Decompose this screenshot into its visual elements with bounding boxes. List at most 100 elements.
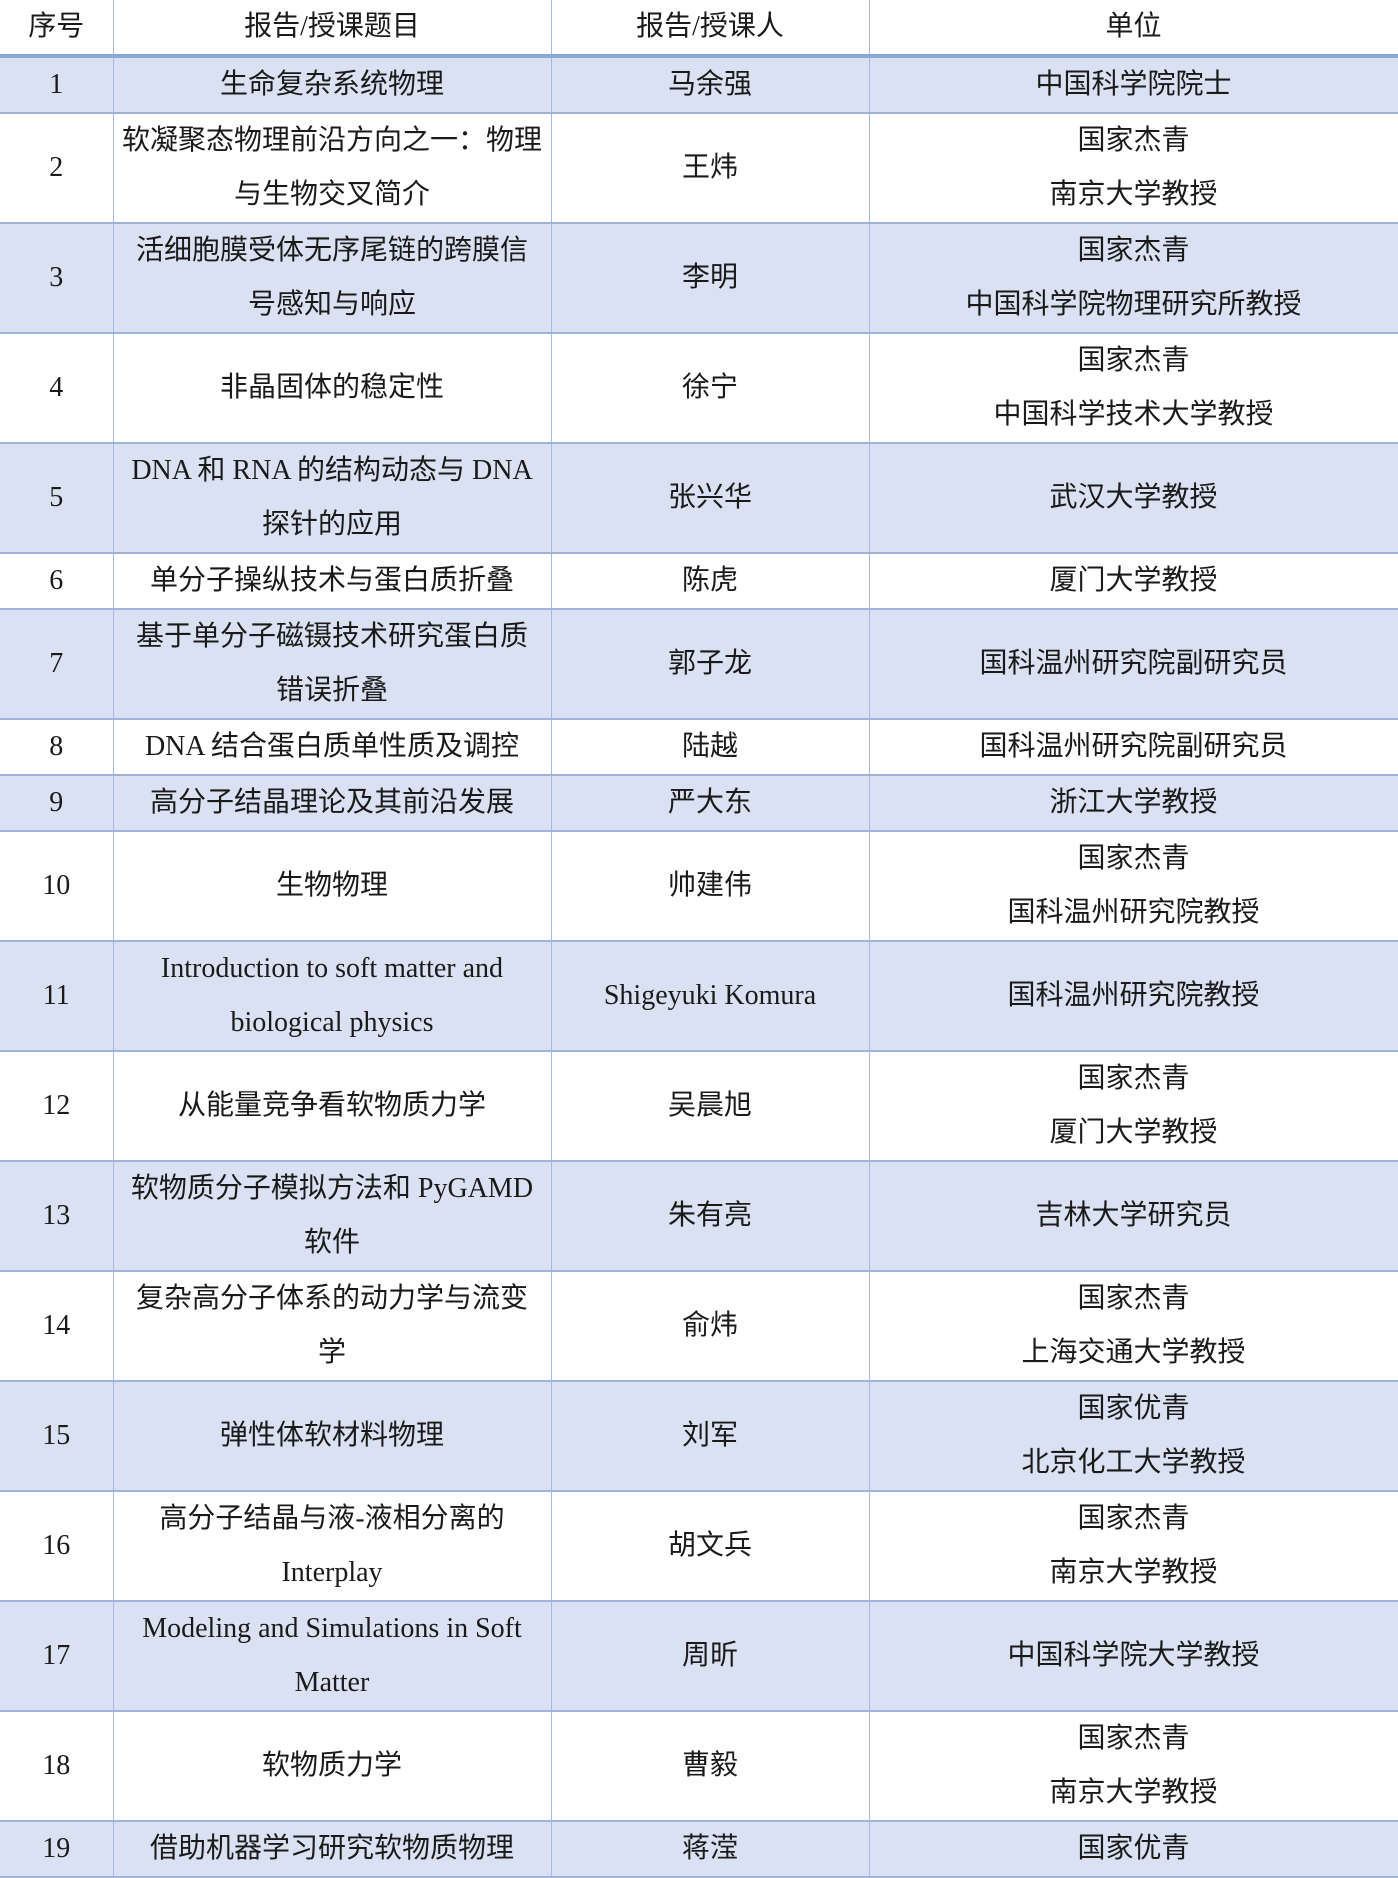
- cell-num: 13: [0, 1160, 113, 1272]
- cell-title: Introduction to soft matter and biologic…: [112, 940, 551, 1052]
- cell-speaker: 蒋滢: [550, 1820, 869, 1878]
- cell-title: 从能量竞争看软物质力学: [112, 1050, 551, 1162]
- table-row: 18 软物质力学 曹毅 国家杰青 南京大学教授: [0, 1710, 1398, 1822]
- cell-num: 2: [0, 112, 113, 224]
- cell-title: 借助机器学习研究软物质物理: [112, 1820, 551, 1878]
- cell-title: 基于单分子磁镊技术研究蛋白质 错误折叠: [112, 608, 551, 720]
- cell-unit: 国家杰青 厦门大学教授: [868, 1050, 1398, 1162]
- cell-num: 18: [0, 1710, 113, 1822]
- cell-unit: 厦门大学教授: [868, 552, 1398, 610]
- cell-speaker: 曹毅: [550, 1710, 869, 1822]
- cell-num: 9: [0, 774, 113, 832]
- cell-unit: 武汉大学教授: [868, 442, 1398, 554]
- cell-unit: 国家杰青 上海交通大学教授: [868, 1270, 1398, 1382]
- cell-speaker: 刘军: [550, 1380, 869, 1492]
- cell-unit: 国科温州研究院副研究员: [868, 718, 1398, 776]
- table-row: 5 DNA 和 RNA 的结构动态与 DNA 探针的应用 张兴华 武汉大学教授: [0, 442, 1398, 554]
- cell-unit: 国家优青: [868, 1820, 1398, 1878]
- cell-speaker: 徐宁: [550, 332, 869, 444]
- cell-speaker: 帅建伟: [550, 830, 869, 942]
- table-row: 13 软物质分子模拟方法和 PyGAMD 软件 朱有亮 吉林大学研究员: [0, 1160, 1398, 1272]
- cell-num: 3: [0, 222, 113, 334]
- cell-num: 12: [0, 1050, 113, 1162]
- cell-speaker: 陈虎: [550, 552, 869, 610]
- cell-unit: 国家杰青 南京大学教授: [868, 1710, 1398, 1822]
- header-cell-speaker: 报告/授课人: [550, 0, 869, 58]
- cell-title: 生命复杂系统物理: [112, 55, 551, 114]
- table-row: 3 活细胞膜受体无序尾链的跨膜信 号感知与响应 李明 国家杰青 中国科学院物理研究所教…: [0, 222, 1398, 334]
- cell-title: 弹性体软材料物理: [112, 1380, 551, 1492]
- cell-num: 10: [0, 830, 113, 942]
- cell-num: 8: [0, 718, 113, 776]
- cell-speaker: 陆越: [550, 718, 869, 776]
- cell-title: 非晶固体的稳定性: [112, 332, 551, 444]
- table-row: 9 高分子结晶理论及其前沿发展 严大东 浙江大学教授: [0, 774, 1398, 832]
- cell-title: 单分子操纵技术与蛋白质折叠: [112, 552, 551, 610]
- cell-title: 软凝聚态物理前沿方向之一：物理 与生物交叉简介: [112, 112, 551, 224]
- header-row: 序号 报告/授课题目 报告/授课人 单位: [0, 0, 1398, 58]
- cell-unit: 中国科学院大学教授: [868, 1600, 1398, 1712]
- cell-unit: 中国科学院院士: [868, 55, 1398, 114]
- cell-title: DNA 和 RNA 的结构动态与 DNA 探针的应用: [112, 442, 551, 554]
- table-row: 6 单分子操纵技术与蛋白质折叠 陈虎 厦门大学教授: [0, 552, 1398, 610]
- cell-speaker: 郭子龙: [550, 608, 869, 720]
- cell-title: 复杂高分子体系的动力学与流变 学: [112, 1270, 551, 1382]
- cell-num: 15: [0, 1380, 113, 1492]
- cell-num: 4: [0, 332, 113, 444]
- cell-num: 5: [0, 442, 113, 554]
- cell-speaker: 俞炜: [550, 1270, 869, 1382]
- table-row: 14 复杂高分子体系的动力学与流变 学俞炜 国家杰青 上海交通大学教授: [0, 1270, 1398, 1382]
- table-header: 序号 报告/授课题目 报告/授课人 单位: [0, 0, 1398, 58]
- cell-num: 19: [0, 1820, 113, 1878]
- cell-num: 16: [0, 1490, 113, 1602]
- cell-speaker: 朱有亮: [550, 1160, 869, 1272]
- cell-num: 17: [0, 1600, 113, 1712]
- cell-speaker: 严大东: [550, 774, 869, 832]
- cell-unit: 国科温州研究院副研究员: [868, 608, 1398, 720]
- cell-speaker: 马余强: [550, 55, 869, 114]
- cell-unit: 吉林大学研究员: [868, 1160, 1398, 1272]
- cell-title: Modeling and Simulations in Soft Matter: [112, 1600, 551, 1712]
- cell-num: 11: [0, 940, 113, 1052]
- table-row: 16 高分子结晶与液-液相分离的 Interplay 胡文兵 国家杰青 南京大学教授: [0, 1490, 1398, 1602]
- cell-unit: 国家杰青 南京大学教授: [868, 112, 1398, 224]
- table-row: 8 DNA 结合蛋白质单性质及调控 陆越 国科温州研究院副研究员: [0, 718, 1398, 776]
- cell-title: 生物物理: [112, 830, 551, 942]
- table-row: 12 从能量竞争看软物质力学 吴晨旭 国家杰青 厦门大学教授: [0, 1050, 1398, 1162]
- table-row: 2 软凝聚态物理前沿方向之一：物理 与生物交叉简介 王炜 国家杰青 南京大学教授: [0, 112, 1398, 224]
- cell-title: 活细胞膜受体无序尾链的跨膜信 号感知与响应: [112, 222, 551, 334]
- table-row: 19 借助机器学习研究软物质物理 蒋滢 国家优青: [0, 1820, 1398, 1878]
- table-row: 1 生命复杂系统物理 马余强 中国科学院院士: [0, 55, 1398, 114]
- cell-speaker: 周昕: [550, 1600, 869, 1712]
- table-row: 4 非晶固体的稳定性 徐宁 国家杰青 中国科学技术大学教授: [0, 332, 1398, 444]
- table-row: 10 生物物理 帅建伟 国家杰青 国科温州研究院教授: [0, 830, 1398, 942]
- cell-speaker: 胡文兵: [550, 1490, 869, 1602]
- table-row: 7 基于单分子磁镊技术研究蛋白质 错误折叠 郭子龙 国科温州研究院副研究员: [0, 608, 1398, 720]
- cell-unit: 国家杰青 南京大学教授: [868, 1490, 1398, 1602]
- cell-unit: 国家杰青 国科温州研究院教授: [868, 830, 1398, 942]
- table-body: 1 生命复杂系统物理 马余强 中国科学院院士 2 软凝聚态物理前沿方向之一：物理 与生物交…: [0, 55, 1398, 1878]
- cell-num: 1: [0, 55, 113, 114]
- cell-num: 14: [0, 1270, 113, 1382]
- table-row: 17 Modeling and Simulations in Soft Matte…: [0, 1600, 1398, 1712]
- cell-num: 6: [0, 552, 113, 610]
- cell-speaker: 张兴华: [550, 442, 869, 554]
- cell-speaker: 吴晨旭: [550, 1050, 869, 1162]
- cell-unit: 国家杰青 中国科学院物理研究所教授: [868, 222, 1398, 334]
- cell-num: 7: [0, 608, 113, 720]
- cell-speaker: 李明: [550, 222, 869, 334]
- header-cell-title: 报告/授课题目: [112, 0, 551, 58]
- cell-unit: 国家杰青 中国科学技术大学教授: [868, 332, 1398, 444]
- header-cell-unit: 单位: [868, 0, 1398, 58]
- cell-unit: 国家优青 北京化工大学教授: [868, 1380, 1398, 1492]
- table-row: 11 Introduction to soft matter and biolog…: [0, 940, 1398, 1052]
- table-row: 15 弹性体软材料物理 刘军 国家优青 北京化工大学教授: [0, 1380, 1398, 1492]
- cell-unit: 国科温州研究院教授: [868, 940, 1398, 1052]
- cell-speaker: 王炜: [550, 112, 869, 224]
- cell-title: 软物质分子模拟方法和 PyGAMD 软件: [112, 1160, 551, 1272]
- cell-title: 高分子结晶理论及其前沿发展: [112, 774, 551, 832]
- cell-speaker: Shigeyuki Komura: [550, 940, 869, 1052]
- cell-title: 软物质力学: [112, 1710, 551, 1822]
- header-cell-num: 序号: [0, 0, 113, 58]
